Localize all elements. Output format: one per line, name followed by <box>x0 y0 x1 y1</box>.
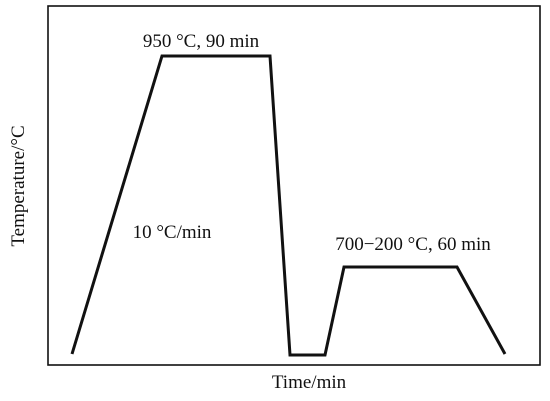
ramp-annotation: 10 °C/min <box>133 222 212 243</box>
y-axis-label: Temperature/°C <box>8 125 29 246</box>
peak-annotation: 950 °C, 90 min <box>143 31 260 52</box>
x-axis-label: Time/min <box>272 372 347 393</box>
heat-treatment-profile <box>70 54 507 357</box>
hold-annotation: 700−200 °C, 60 min <box>335 234 491 255</box>
plot-frame <box>47 5 541 366</box>
